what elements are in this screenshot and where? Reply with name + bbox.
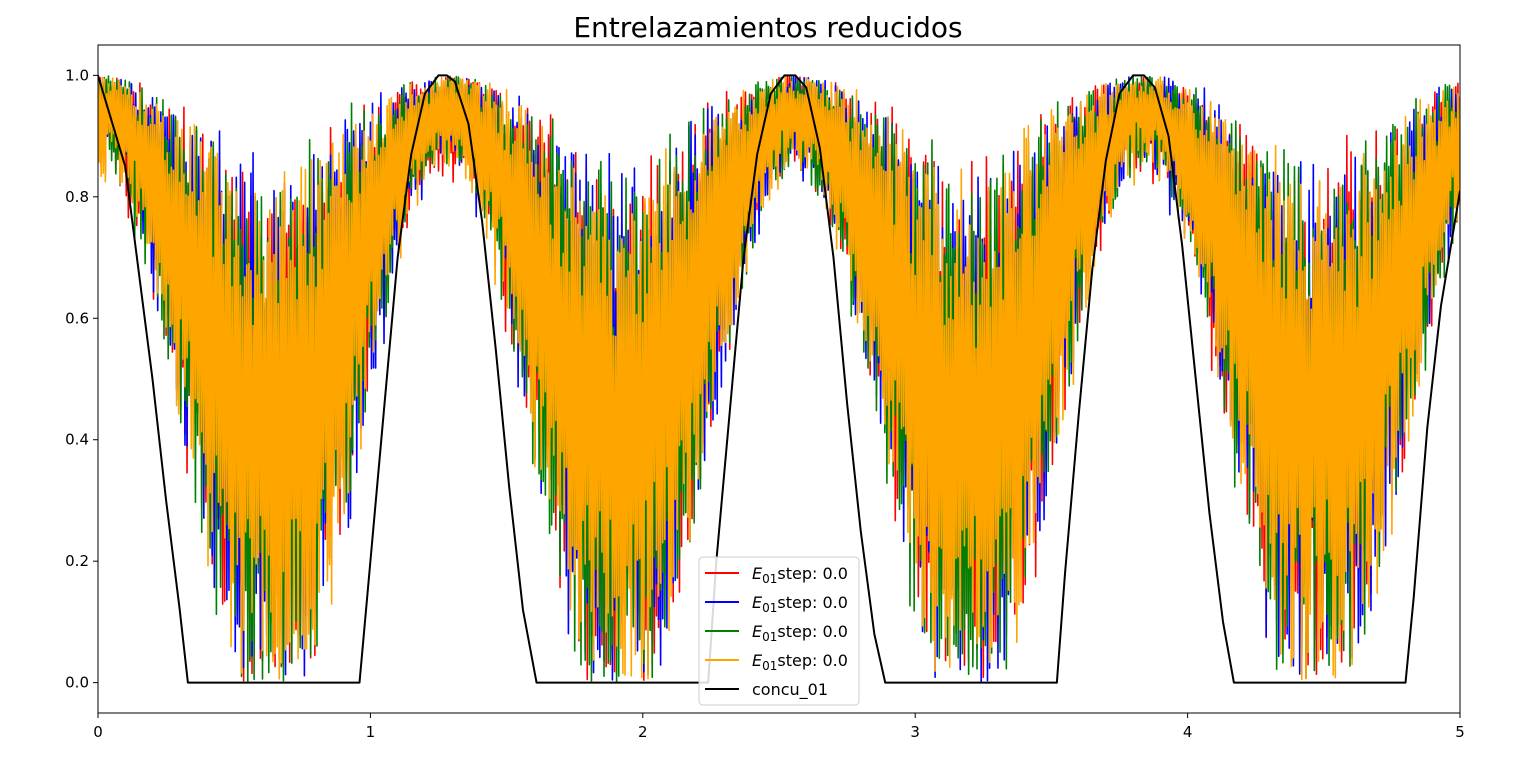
x-tick-label: 5 <box>1455 723 1465 741</box>
y-tick-label: 0.6 <box>65 309 89 327</box>
y-tick-label: 0.8 <box>65 188 89 206</box>
x-tick-label: 1 <box>366 723 376 741</box>
x-tick-label: 2 <box>638 723 648 741</box>
x-tick-label: 3 <box>910 723 920 741</box>
legend-label-5: concu_01 <box>752 680 828 700</box>
x-tick-label: 0 <box>93 723 103 741</box>
y-tick-label: 0.0 <box>65 674 89 692</box>
y-tick-label: 1.0 <box>65 66 89 84</box>
chart-title: Entrelazamientos reducidos <box>573 11 962 44</box>
y-tick-label: 0.2 <box>65 552 89 570</box>
y-tick-label: 0.4 <box>65 431 89 449</box>
x-tick-label: 4 <box>1183 723 1193 741</box>
